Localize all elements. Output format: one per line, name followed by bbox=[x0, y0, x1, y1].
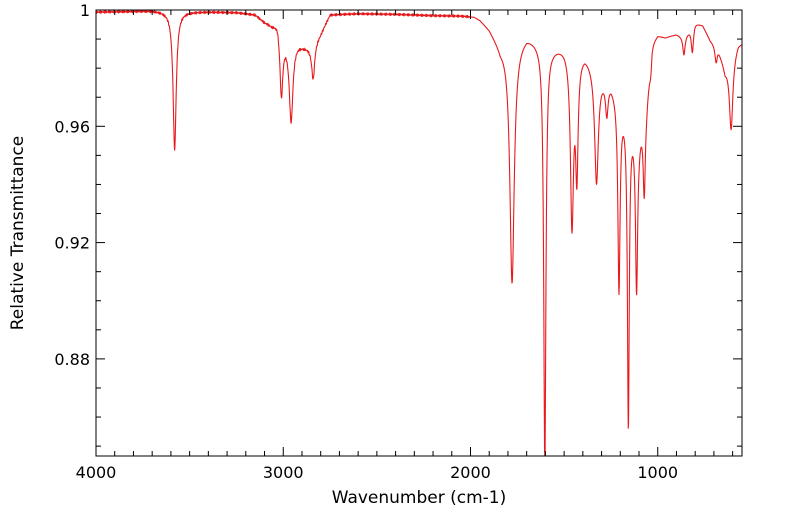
x-tick-label: 4000 bbox=[76, 463, 117, 482]
y-tick-label: 0.92 bbox=[54, 234, 90, 253]
y-tick-label: 0.96 bbox=[54, 117, 90, 136]
plot-frame bbox=[95, 9, 743, 457]
axis-ticks-group bbox=[95, 9, 742, 456]
y-axis-title: Relative Transmittance bbox=[8, 136, 28, 331]
y-tick-label: 0.88 bbox=[54, 350, 90, 369]
x-tick-label: 2000 bbox=[450, 463, 491, 482]
spectrum-series-group bbox=[95, 9, 743, 457]
spectrum-line bbox=[95, 9, 743, 457]
y-tick-label: 1 bbox=[80, 1, 90, 20]
x-axis-title: Wavenumber (cm-1) bbox=[332, 488, 507, 508]
x-tick-label: 3000 bbox=[263, 463, 304, 482]
x-tick-label: 1000 bbox=[637, 463, 678, 482]
tick-labels-group: 4000 3000 2000 1000 1 0.96 0.92 0.88 bbox=[54, 1, 678, 482]
